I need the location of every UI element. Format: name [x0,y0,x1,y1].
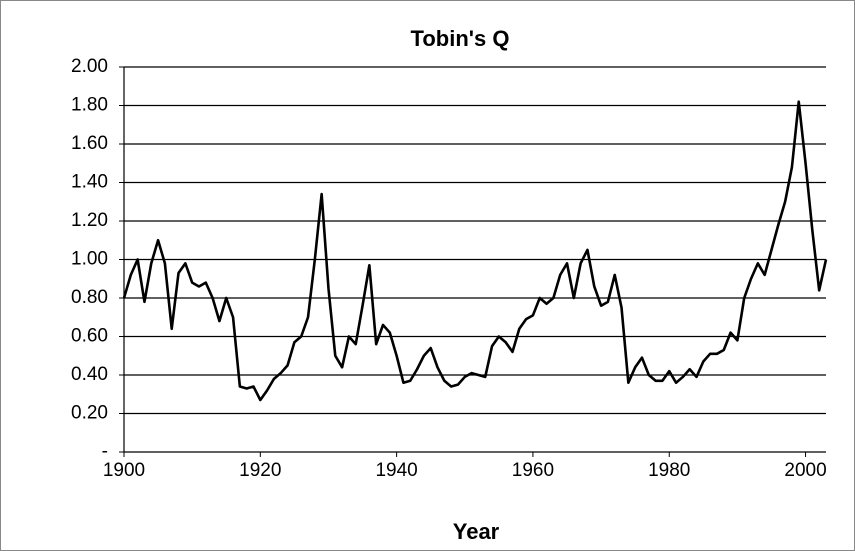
y-tick-label: 0.20 [71,403,108,424]
y-tick-label: - [102,441,108,462]
x-tick-label: 1940 [375,460,417,481]
x-tick-label: 1920 [239,460,281,481]
data-line [122,100,828,402]
y-tick-label: 1.20 [71,210,108,231]
x-tick-label: 2000 [784,460,826,481]
y-tick-label: 2.00 [71,56,108,77]
x-axis-title: Year [453,519,500,544]
x-tick-label: 1960 [512,460,554,481]
y-tick-label: 0.40 [71,364,108,385]
y-tick-label: 1.40 [71,172,108,193]
y-tick-label: 0.80 [71,287,108,308]
y-tick-label: 1.80 [71,95,108,116]
y-tick-label: 0.60 [71,326,108,347]
x-tick-label: 1980 [648,460,690,481]
y-tick-label: 1.00 [71,249,108,270]
x-tick-label: 1900 [103,460,145,481]
chart-title: Tobin's Q [411,26,510,51]
y-tick-label: 1.60 [71,133,108,154]
